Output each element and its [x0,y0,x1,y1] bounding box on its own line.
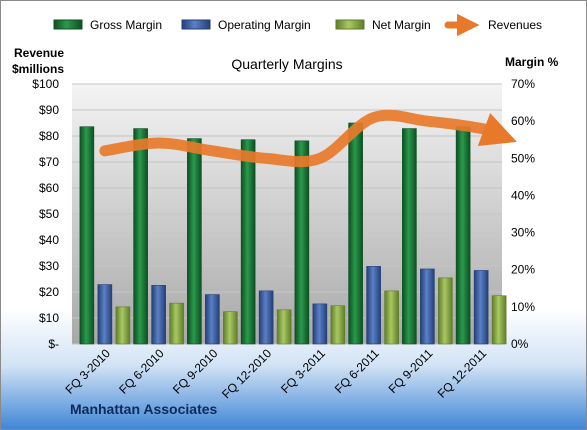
left-axis-title-line1: Revenue [14,46,64,60]
legend: Gross Margin Operating Margin Net Margin… [53,13,542,37]
bar-net-margin [223,311,238,345]
legend-label-net-margin: Net Margin [372,18,431,32]
left-tick-label: $50 [39,207,59,221]
bar-net-margin [384,290,399,345]
left-tick-label: $- [48,337,59,351]
right-tick-label: 30% [511,226,535,240]
bar-gross-margin [455,126,471,345]
legend-label-revenues: Revenues [488,18,542,32]
left-tick-label: $100 [32,77,59,91]
bar-gross-margin [348,122,363,345]
left-tick-label: $40 [39,233,59,247]
right-tick-label: 70% [511,77,535,91]
legend-item-operating-margin: Operating Margin [181,18,311,32]
bar-net-margin [491,295,507,345]
left-tick-label: $10 [39,311,59,325]
bar-gross-margin [294,140,310,345]
bar-operating-margin [366,266,381,345]
bar-gross-margin [402,128,417,345]
right-tick-label: 50% [511,151,535,165]
right-axis-title: Margin % [505,55,559,69]
bar-operating-margin [151,285,166,345]
bar-net-margin [330,305,346,345]
bar-net-margin [276,309,292,345]
bar-operating-margin [205,294,220,345]
bar-gross-margin [133,128,148,345]
company-name: Manhattan Associates [70,401,218,417]
bar-gross-margin [187,138,202,345]
revenue-line-group [99,109,517,168]
left-axis-title-line2: $millions [12,62,64,76]
left-tick-label: $30 [39,259,59,273]
left-tick-label: $80 [39,129,59,143]
right-tick-label: 0% [511,337,529,351]
bar-operating-margin [473,270,489,345]
bar-net-margin [115,306,131,345]
legend-label-operating-margin: Operating Margin [218,18,311,32]
left-axis-ticks: $- $10 $20 $30 $40 $50 $60 $70 $80 $90 $100 [32,77,59,351]
legend-label-gross-margin: Gross Margin [90,18,162,32]
legend-item-net-margin: Net Margin [335,18,431,32]
bar-gross-margin [79,126,95,345]
legend-item-gross-margin: Gross Margin [53,18,162,32]
right-axis-ticks: 0% 10% 20% 30% 40% 50% 60% 70% [511,77,535,351]
bar-net-margin [438,277,453,345]
right-tick-label: 10% [511,300,535,314]
left-tick-label: $20 [39,285,59,299]
left-tick-label: $70 [39,155,59,169]
legend-swatch-gross-margin [53,19,83,30]
right-tick-label: 60% [511,114,535,128]
bar-operating-margin [97,284,113,345]
bar-operating-margin [312,303,328,345]
bars [79,122,507,345]
bar-net-margin [169,302,184,345]
right-tick-label: 20% [511,263,535,277]
left-tick-label: $60 [39,181,59,195]
legend-swatch-operating-margin [181,19,211,30]
legend-swatch-net-margin [335,19,365,30]
legend-item-revenues: Revenues [444,13,542,37]
bar-operating-margin [258,290,274,345]
left-tick-label: $90 [39,103,59,117]
revenue-line [99,109,517,168]
right-tick-label: 40% [511,188,535,202]
bar-operating-margin [420,268,435,345]
chart-title: Quarterly Margins [231,56,342,72]
bar-gross-margin [240,139,256,345]
